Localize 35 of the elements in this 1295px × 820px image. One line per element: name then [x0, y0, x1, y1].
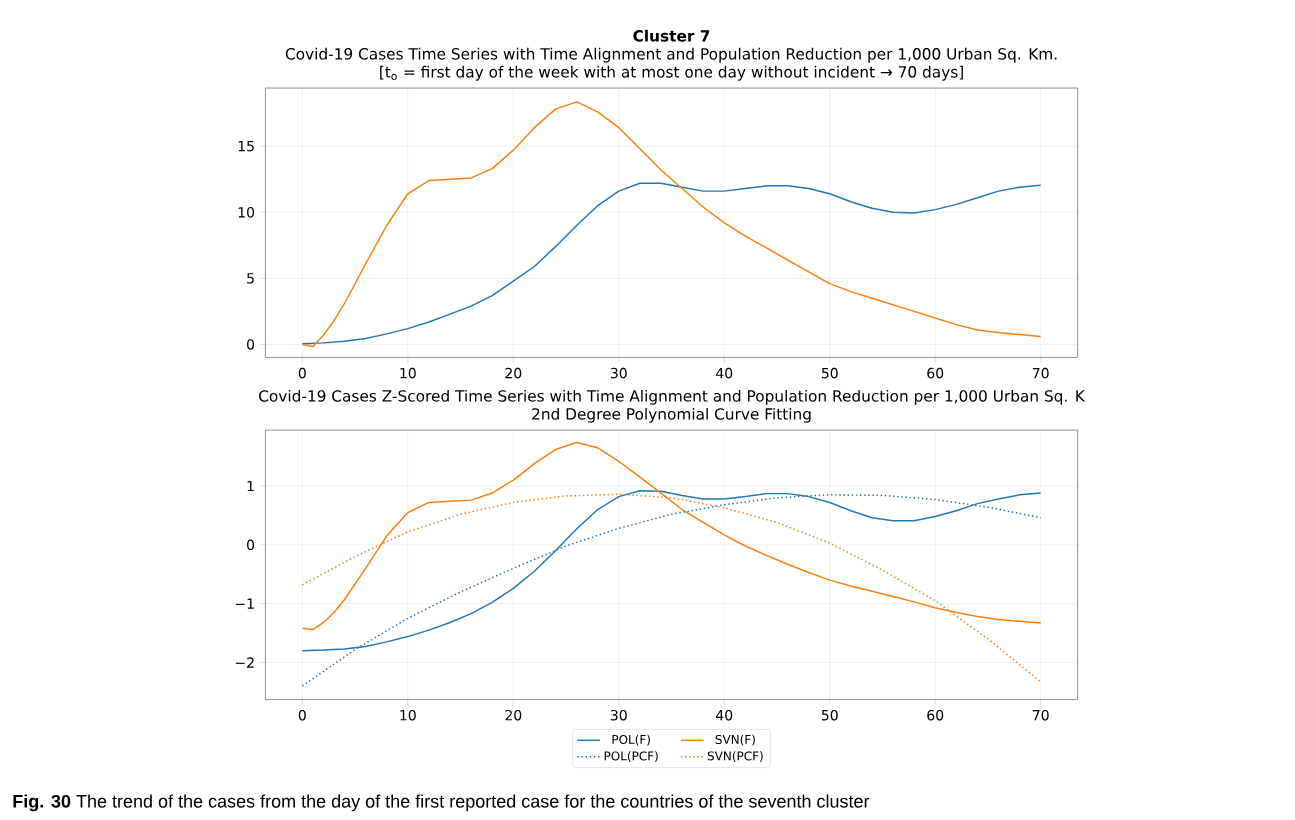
x-tick-label: 0 [298, 709, 306, 721]
x-tick-label: 50 [821, 367, 838, 379]
chart-title: Cluster 7 [633, 29, 710, 42]
y-tick-label: 0 [247, 339, 255, 350]
x-tick-label: 10 [400, 709, 416, 721]
chart-title: Covid-19 Cases Z-Scored Time Series with Time Alignment and Population Reduction per 1,000 Urban Sq. K [259, 389, 1086, 405]
line-series [301, 182, 1042, 345]
x-tick-label: 40 [716, 709, 733, 721]
y-tick-label: 15 [238, 140, 254, 152]
text: Fig. 30 The trend of the cases from the day of the first reported case for the countries of the seventh cluster [13, 794, 870, 812]
x-tick-label: 60 [927, 367, 944, 379]
legend-label: SVN(PCF) [707, 751, 763, 762]
legend-label: SVN(F) [715, 734, 755, 746]
legend-label: POL(PCF) [604, 751, 658, 762]
chart-subtitle: 2nd Degree Polynomial Curve Fitting [532, 407, 811, 423]
x-tick-label: 30 [610, 709, 627, 721]
x-tick-label: 40 [716, 367, 733, 379]
y-tick-label: −1 [235, 598, 254, 609]
y-tick-label: −2 [235, 657, 254, 668]
text: [t$_{o}$ = first day of the week with at most one day without incident → 70 days] [380, 65, 963, 81]
x-tick-label: 70 [1032, 367, 1049, 379]
x-tick-label: 50 [821, 709, 838, 721]
y-tick-label: 5 [247, 273, 254, 284]
x-tick-label: 70 [1032, 709, 1049, 721]
x-tick-label: 60 [927, 709, 944, 721]
x-tick-label: 10 [400, 367, 416, 379]
x-tick-label: 20 [505, 367, 522, 379]
y-tick-label: 10 [238, 206, 255, 218]
legend-label: POL(F) [612, 734, 650, 746]
x-tick-label: 30 [610, 367, 627, 379]
y-tick-label: 1 [247, 480, 254, 491]
x-tick-label: 0 [298, 367, 306, 379]
x-tick-label: 20 [505, 709, 522, 721]
chart-subtitle: Covid-19 Cases Time Series with Time Alignment and Population Reduction per 1,000 Urban Sq. Km. [285, 47, 1057, 63]
y-tick-label: 0 [247, 539, 255, 551]
